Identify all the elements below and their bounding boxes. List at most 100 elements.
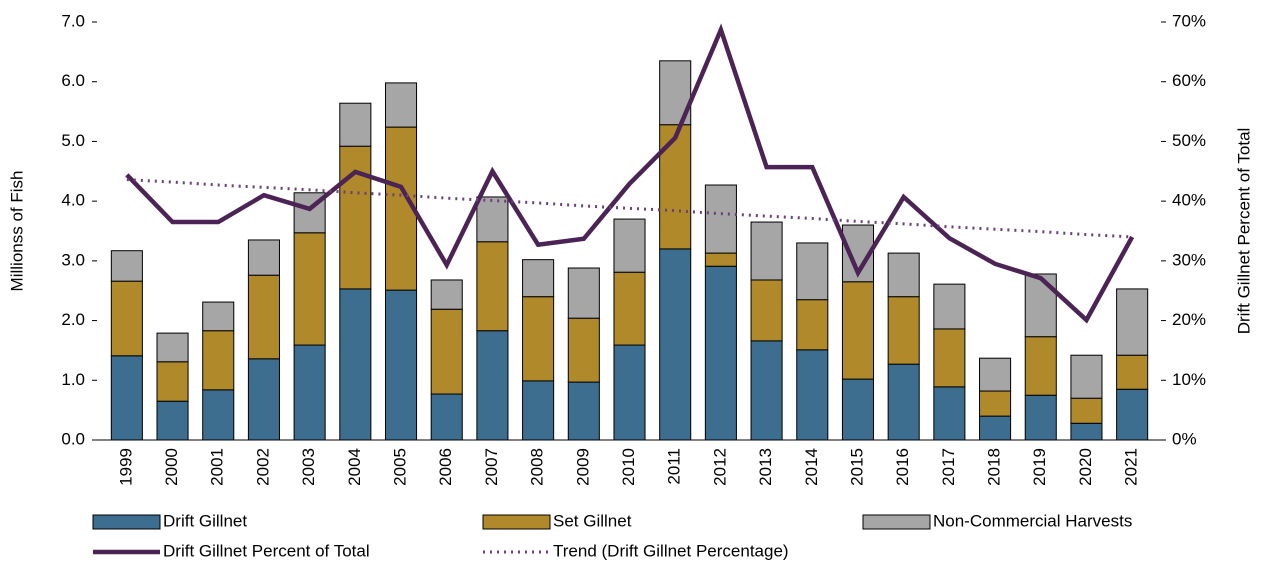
bar bbox=[247, 358, 280, 441]
x-tick-label: 2010 bbox=[619, 448, 638, 486]
bar bbox=[1116, 354, 1149, 390]
bar bbox=[1024, 273, 1057, 338]
bar bbox=[887, 252, 920, 298]
x-tick-label: 2008 bbox=[528, 448, 547, 486]
x-tick-label: 2002 bbox=[253, 448, 272, 486]
y2-tick-label: 40% bbox=[1172, 191, 1206, 210]
y-tick-label: 2.0 bbox=[61, 310, 85, 329]
bar bbox=[1116, 288, 1149, 356]
legend-label: Non-Commercial Harvests bbox=[933, 511, 1132, 530]
y-tick-label: 0.0 bbox=[61, 429, 85, 448]
bar bbox=[567, 317, 600, 383]
bar bbox=[704, 265, 737, 441]
y2-tick-label: 60% bbox=[1172, 71, 1206, 90]
y2-tick-label: 30% bbox=[1172, 250, 1206, 269]
bar bbox=[1070, 354, 1103, 399]
bar bbox=[202, 301, 235, 332]
bar bbox=[110, 280, 143, 357]
bar bbox=[476, 241, 509, 332]
bar bbox=[156, 361, 189, 402]
bar bbox=[933, 283, 966, 330]
bar bbox=[887, 363, 920, 441]
bar bbox=[1024, 336, 1057, 396]
x-tick-label: 2012 bbox=[710, 448, 729, 486]
x-tick-label: 2004 bbox=[345, 448, 364, 486]
x-tick-label: 2007 bbox=[482, 448, 501, 486]
bar bbox=[202, 389, 235, 441]
bar bbox=[1024, 394, 1057, 441]
x-tick-label: 2015 bbox=[847, 448, 866, 486]
bar bbox=[567, 267, 600, 319]
bar bbox=[841, 378, 875, 441]
bar bbox=[476, 196, 509, 243]
bar bbox=[247, 239, 280, 276]
legend-swatch bbox=[862, 514, 931, 530]
bar bbox=[430, 393, 463, 441]
x-tick-label: 2018 bbox=[985, 448, 1004, 486]
bar bbox=[1070, 422, 1103, 441]
y-tick-label: 7.0 bbox=[61, 11, 85, 30]
bar bbox=[522, 296, 555, 382]
x-tick-label: 2019 bbox=[1030, 448, 1049, 486]
x-tick-label: 2011 bbox=[665, 448, 684, 485]
x-tick-label: 2017 bbox=[939, 448, 958, 486]
bar bbox=[750, 340, 783, 441]
y2-tick-label: 20% bbox=[1172, 310, 1206, 329]
legend-label: Trend (Drift Gillnet Percentage) bbox=[553, 541, 789, 560]
x-tick-label: 2013 bbox=[756, 448, 775, 486]
bar bbox=[430, 308, 463, 395]
x-tick-label: 2014 bbox=[802, 448, 821, 486]
bar bbox=[293, 232, 326, 346]
bar bbox=[659, 124, 692, 250]
x-tick-label: 2001 bbox=[208, 448, 227, 486]
bar bbox=[1116, 388, 1149, 441]
bar bbox=[1070, 397, 1103, 424]
legend-swatch bbox=[92, 514, 161, 530]
bar bbox=[979, 415, 1012, 441]
bar bbox=[796, 299, 829, 351]
x-tick-label: 1999 bbox=[116, 448, 135, 486]
bar bbox=[750, 221, 783, 281]
x-tick-label: 2021 bbox=[1122, 448, 1141, 486]
y2-tick-label: 10% bbox=[1172, 370, 1206, 389]
bar bbox=[613, 344, 646, 441]
y-tick-label: 5.0 bbox=[61, 131, 85, 150]
x-tick-label: 2020 bbox=[1076, 448, 1095, 486]
bar bbox=[339, 102, 372, 147]
y2-tick-label: 70% bbox=[1172, 11, 1206, 30]
bar bbox=[750, 279, 783, 342]
y-axis-title: Millionss of Fish bbox=[7, 171, 26, 292]
x-tick-label: 2009 bbox=[573, 448, 592, 486]
bar bbox=[613, 271, 646, 346]
bar bbox=[247, 274, 280, 360]
bar bbox=[430, 279, 463, 310]
bar bbox=[567, 381, 600, 441]
legend-label: Drift Gillnet bbox=[163, 511, 247, 530]
bar bbox=[979, 357, 1012, 392]
bar bbox=[156, 332, 189, 363]
bar bbox=[522, 380, 555, 441]
bar bbox=[796, 242, 829, 301]
bar bbox=[110, 250, 143, 282]
bar bbox=[704, 184, 737, 254]
bar bbox=[659, 248, 692, 441]
line bbox=[125, 23, 1135, 324]
bar bbox=[933, 386, 966, 441]
y-tick-label: 3.0 bbox=[61, 250, 85, 269]
bar bbox=[887, 296, 920, 365]
x-tick-label: 2005 bbox=[391, 448, 410, 486]
x-tick-label: 2003 bbox=[299, 448, 318, 486]
legend-swatch bbox=[482, 514, 551, 530]
bar bbox=[613, 218, 646, 273]
bar bbox=[110, 355, 143, 441]
bar bbox=[796, 349, 829, 441]
bar bbox=[339, 145, 372, 290]
x-tick-label: 2016 bbox=[893, 448, 912, 486]
legend-label: Set Gillnet bbox=[553, 511, 632, 530]
bar bbox=[156, 400, 189, 441]
legend-label: Drift Gillnet Percent of Total bbox=[163, 541, 370, 560]
bar bbox=[384, 289, 418, 441]
bar bbox=[979, 390, 1012, 417]
y-tick-label: 4.0 bbox=[61, 191, 85, 210]
bar bbox=[293, 344, 326, 441]
